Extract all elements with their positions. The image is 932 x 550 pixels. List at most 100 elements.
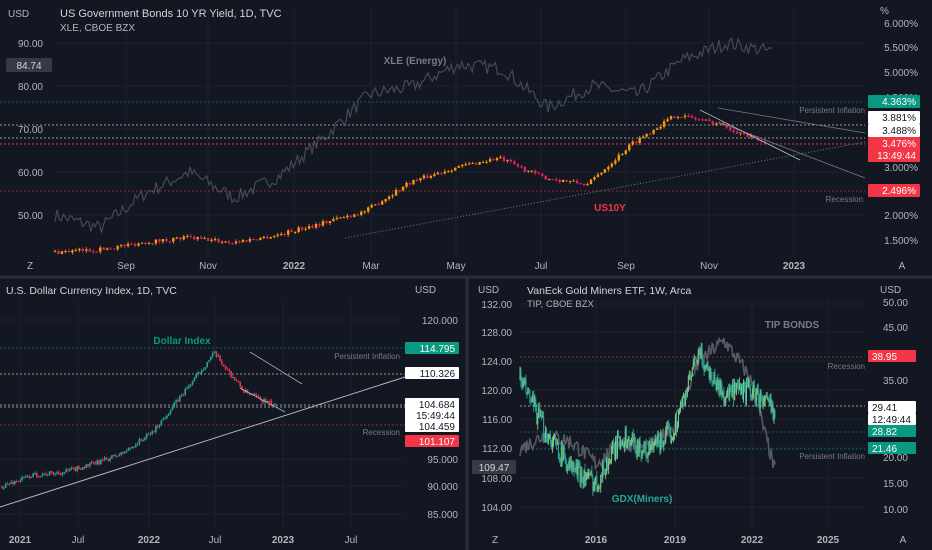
dxy-candle: [98, 460, 100, 465]
us10y-candle: [405, 182, 408, 187]
gdx-candle: [603, 463, 605, 474]
xle-price-tag: [6, 58, 52, 72]
us10y-candle: [133, 243, 137, 246]
gdx-candle: [673, 434, 675, 438]
gdx-candle: [729, 387, 731, 396]
dxy-candle: [211, 353, 214, 357]
dxy-candle: [15, 481, 18, 483]
dxy-candle: [43, 473, 45, 475]
dxy-candle: [30, 477, 33, 479]
gdx-candle: [773, 411, 775, 419]
gdx-candle: [645, 443, 647, 458]
top-x-tick-label: Jul: [535, 261, 548, 272]
gdx-subtitle: TIP, CBOE BZX: [527, 299, 595, 310]
gdx-candle: [541, 415, 543, 418]
top-price-tag: [868, 111, 920, 124]
us10y-candle: [520, 166, 523, 168]
us10y-candle: [332, 219, 335, 222]
dxy-candle: [63, 472, 66, 474]
gdx-candle: [718, 381, 720, 390]
gdx-candle: [570, 460, 572, 468]
us10y-candle: [464, 164, 467, 166]
us10y-candle: [746, 133, 749, 137]
dxy-candle: [167, 413, 170, 416]
us10y-candle: [367, 207, 370, 212]
us10y-candle: [704, 119, 708, 121]
us10y-candle: [659, 126, 662, 129]
gdx-candle: [710, 368, 712, 377]
dxy-candle: [235, 380, 238, 382]
gdx-candle: [701, 348, 703, 365]
dxy-candle: [94, 462, 97, 465]
dxy-candle: [226, 368, 229, 370]
gdx-candle: [759, 391, 761, 409]
dxy-price-label: 104.684: [419, 400, 456, 411]
top-wedge-line: [699, 109, 801, 161]
us10y-candle: [144, 242, 147, 245]
dxy-candle: [219, 355, 221, 361]
gdx-candle: [682, 394, 684, 398]
gdx-x-tick-label: 2016: [585, 535, 608, 546]
dxy-price-tag: [405, 398, 459, 410]
top-price-label: 13:49:44: [877, 151, 916, 162]
us10y-candle: [631, 141, 634, 145]
gdx-candle: [580, 470, 582, 484]
gdx-candle: [648, 441, 650, 456]
dxy-x-tick-label: Jul: [345, 535, 358, 546]
us10y-candle: [377, 204, 380, 206]
gdx-candle: [536, 409, 538, 424]
top-left-tick-label: 50.00: [18, 211, 43, 222]
top-left-tick-label: 80.00: [18, 82, 43, 93]
gdx-candle: [581, 470, 583, 479]
us10y-candle: [373, 204, 377, 206]
gdx-left-currency: USD: [478, 285, 499, 296]
dxy-candle: [116, 456, 119, 458]
us10y-candle: [227, 241, 231, 244]
gdx-candle: [611, 447, 613, 461]
top-chart-panel[interactable]: US Government Bonds 10 YR Yield, 1D, TVC…: [0, 5, 920, 272]
dxy-chart-panel[interactable]: U.S. Dollar Currency Index, 1D, TVC USD …: [0, 285, 459, 546]
dxy-candle: [189, 384, 192, 386]
dxy-candle: [133, 446, 135, 448]
gdx-candle: [641, 450, 643, 458]
dxy-candle: [41, 474, 44, 477]
dxy-candle: [158, 425, 161, 428]
us10y-candle: [119, 245, 123, 247]
gdx-candle: [595, 476, 597, 479]
gdx-candle: [687, 376, 689, 391]
dxy-candle: [65, 469, 67, 473]
gdx-chart-panel[interactable]: VanEck Gold Miners ETF, 1W, Arca TIP, CB…: [472, 285, 916, 546]
gdx-left-axis: 132.00 128.00 124.00 120.00 116.00 112.00 108.…: [481, 300, 512, 514]
gdx-candle: [610, 460, 612, 462]
gdx-candle: [540, 415, 542, 417]
dxy-candle: [215, 351, 218, 357]
gdx-candle: [575, 464, 577, 472]
us10y-candle: [718, 123, 721, 125]
dxy-candle: [1, 486, 3, 489]
us10y-candle: [628, 144, 631, 151]
gdx-candle: [560, 444, 562, 463]
gdx-candle: [683, 394, 685, 405]
gdx-candle: [526, 392, 528, 395]
top-price-tag: [868, 124, 920, 137]
dxy-channel-lower: [239, 387, 286, 413]
gdx-candle: [664, 441, 666, 443]
dxy-candle: [105, 457, 108, 460]
gdx-right-tick-label: 10.00: [883, 505, 908, 516]
dxy-candle: [147, 433, 150, 435]
gdx-candle: [549, 434, 551, 436]
gdx-candle: [649, 441, 651, 452]
gdx-candle: [557, 444, 559, 458]
gdx-candle: [577, 462, 579, 477]
gdx-candle: [568, 459, 570, 470]
gdx-candle: [700, 348, 702, 357]
us10y-candle: [565, 179, 568, 182]
gdx-candle: [739, 383, 741, 389]
dxy-price-tag: [405, 435, 459, 447]
dxy-candle: [100, 460, 102, 465]
dxy-candle: [36, 473, 38, 477]
gdx-right-tick-label: 50.00: [883, 298, 908, 309]
us10y-candle: [624, 150, 627, 154]
dxy-candle: [180, 394, 183, 397]
